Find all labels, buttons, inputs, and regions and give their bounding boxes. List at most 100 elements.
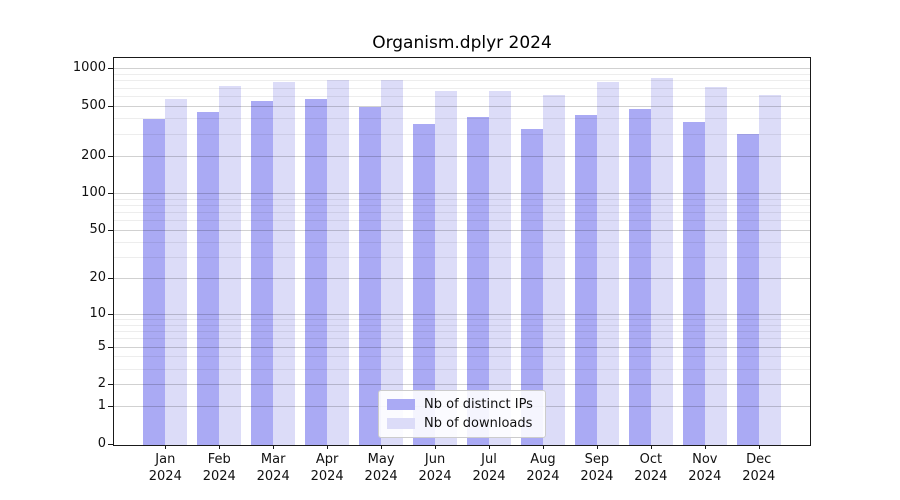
x-tick-label: May 2024 [364, 452, 398, 484]
gridline-minor [114, 330, 810, 332]
bar-distinct-ips [520, 128, 543, 445]
x-tick-mark [758, 445, 760, 449]
bar-distinct-ips [413, 123, 436, 445]
gridline-major [114, 68, 810, 70]
x-tick-mark [542, 445, 544, 449]
y-tick-mark [108, 105, 113, 107]
y-tick-mark [108, 68, 113, 70]
gridline-minor [114, 242, 810, 244]
bar-distinct-ips [251, 100, 274, 445]
y-tick-mark [108, 155, 113, 157]
gridline-major [114, 313, 810, 315]
y-tick-label: 200 [81, 147, 106, 163]
gridline-minor [114, 220, 810, 222]
x-tick-mark [165, 445, 167, 449]
bar-distinct-ips [682, 121, 705, 445]
x-tick-label: Jul 2024 [472, 452, 506, 484]
gridline-minor [114, 338, 810, 340]
x-tick-mark [219, 445, 221, 449]
y-tick-mark [108, 444, 113, 445]
bar-downloads [704, 86, 727, 445]
bar-downloads [219, 86, 242, 445]
x-tick-mark [273, 445, 275, 449]
bar-downloads [381, 80, 404, 445]
gridline-minor [114, 96, 810, 98]
legend-label-distinct-ips: Nb of distinct IPs [424, 397, 533, 412]
gridline-major [114, 384, 810, 386]
legend-item-downloads: Nb of downloads [387, 416, 537, 431]
bar-distinct-ips [305, 99, 328, 445]
y-tick-label: 500 [81, 97, 106, 113]
gridline-minor [114, 212, 810, 214]
x-tick-label: Feb 2024 [202, 452, 236, 484]
gridline-minor [114, 80, 810, 82]
gridline-minor [114, 205, 810, 207]
gridline-minor [114, 368, 810, 370]
gridline-minor [114, 257, 810, 259]
gridline-major [114, 105, 810, 107]
y-tick-mark [108, 313, 113, 315]
bar-downloads [435, 91, 458, 445]
x-tick-mark [489, 445, 490, 449]
bar-downloads [165, 98, 188, 445]
y-tick-label: 10 [89, 305, 106, 321]
gridline-minor [114, 318, 810, 320]
y-tick-label: 1000 [72, 60, 106, 76]
y-tick-label: 50 [89, 222, 106, 238]
gridline-major [114, 278, 810, 280]
x-tick-mark [650, 445, 652, 449]
x-tick-mark [327, 445, 329, 449]
x-tick-mark [596, 445, 598, 449]
y-tick-mark [108, 230, 113, 232]
bar-distinct-ips [143, 118, 166, 445]
bar-downloads [327, 80, 350, 445]
x-tick-label: Jun 2024 [418, 452, 452, 484]
y-tick-mark [108, 384, 113, 386]
bar-distinct-ips [574, 115, 597, 445]
gridline-major [114, 230, 810, 232]
x-tick-label: Oct 2024 [634, 452, 668, 484]
y-tick-label: 20 [89, 270, 106, 286]
legend-swatch-downloads [387, 418, 415, 429]
gridline-minor [114, 87, 810, 89]
bar-downloads [758, 95, 781, 445]
gridline-major [114, 155, 810, 157]
x-tick-mark [704, 445, 706, 449]
bar-distinct-ips [628, 108, 651, 445]
legend: Nb of distinct IPs Nb of downloads [378, 390, 546, 438]
legend-label-downloads: Nb of downloads [424, 416, 533, 431]
gridline-minor [114, 356, 810, 358]
bar-downloads [596, 81, 619, 445]
plot-area [113, 57, 811, 446]
gridline-minor [114, 133, 810, 135]
y-tick-label: 100 [81, 185, 106, 201]
y-tick-label: 5 [97, 338, 106, 354]
bar-downloads [542, 95, 565, 445]
x-tick-label: Mar 2024 [256, 452, 290, 484]
bar-downloads [650, 77, 673, 445]
y-tick-mark [108, 278, 113, 280]
gridline-major [114, 346, 810, 348]
bar-distinct-ips [197, 112, 220, 445]
y-tick-mark [108, 346, 113, 348]
bar-downloads [489, 90, 511, 445]
bar-distinct-ips [736, 133, 759, 445]
y-tick-mark [108, 406, 113, 408]
y-tick-label: 0 [97, 436, 106, 451]
gridline-minor [114, 118, 810, 120]
x-tick-label: Jan 2024 [148, 452, 182, 484]
x-tick-mark [435, 445, 437, 449]
y-tick-mark [108, 193, 113, 195]
chart-title: Organism.dplyr 2024 [372, 33, 552, 53]
bar-distinct-ips [359, 106, 382, 445]
y-tick-label: 2 [97, 376, 106, 392]
bar-distinct-ips [467, 116, 489, 445]
gridline-minor [114, 74, 810, 76]
x-tick-mark [381, 445, 383, 449]
y-tick-label: 1 [97, 398, 106, 414]
x-tick-label: Dec 2024 [742, 452, 776, 484]
bar-downloads [273, 82, 296, 445]
x-tick-label: Sep 2024 [580, 452, 614, 484]
gridline-minor [114, 198, 810, 200]
